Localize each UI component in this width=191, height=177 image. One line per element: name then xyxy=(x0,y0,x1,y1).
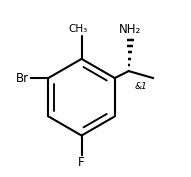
Text: CH₃: CH₃ xyxy=(68,24,88,35)
Text: F: F xyxy=(78,156,85,169)
Text: &1: &1 xyxy=(135,82,147,90)
Text: NH₂: NH₂ xyxy=(119,23,142,36)
Text: Br: Br xyxy=(16,72,29,85)
